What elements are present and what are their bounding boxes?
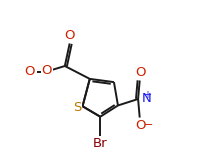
Text: +: + — [143, 90, 151, 99]
Text: S: S — [73, 101, 81, 114]
Text: N: N — [142, 92, 151, 105]
Text: O: O — [135, 66, 146, 79]
Text: O: O — [41, 64, 52, 77]
Text: O: O — [24, 65, 35, 78]
Text: O: O — [65, 28, 75, 42]
Text: Br: Br — [93, 137, 108, 150]
Text: −: − — [144, 120, 153, 130]
Text: O: O — [135, 119, 146, 132]
